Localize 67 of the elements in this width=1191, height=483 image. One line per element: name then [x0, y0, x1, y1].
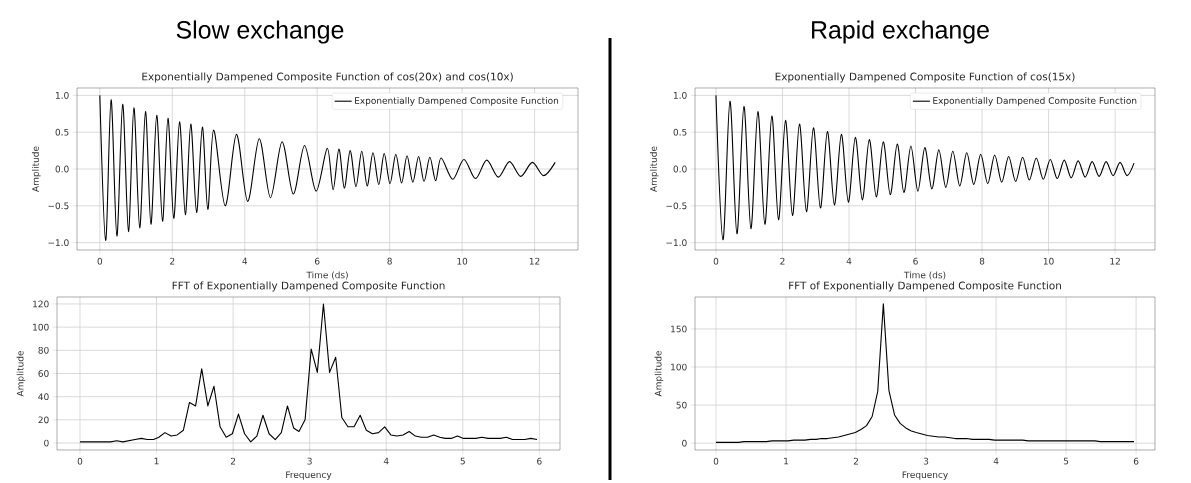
x-tick-label: 6	[1133, 457, 1139, 465]
x-axis-title: Frequency	[902, 471, 948, 480]
y-tick-label: −0.5	[666, 202, 687, 210]
y-tick-label: 150	[671, 325, 687, 333]
x-tick-label: 3	[923, 457, 929, 465]
y-tick-label: 100	[33, 323, 49, 331]
x-tick-label: 10	[457, 257, 468, 265]
chart-title: FFT of Exponentially Dampened Composite Function	[789, 281, 1061, 292]
y-tick-label: 60	[38, 370, 49, 377]
x-tick-label: 5	[1063, 457, 1069, 465]
x-tick-label: 2	[853, 457, 858, 465]
x-tick-label: 1	[154, 457, 159, 465]
y-tick-label: 100	[671, 363, 687, 371]
legend-label: Exponentially Dampened Composite Function	[933, 97, 1137, 106]
y-axis-title: Amplitude	[649, 146, 659, 192]
x-tick-label: 4	[383, 457, 389, 465]
y-tick-label: 0.5	[55, 128, 69, 136]
y-tick-label: −1.0	[666, 239, 687, 246]
y-axis-title: Amplitude	[654, 350, 664, 397]
y-tick-label: 1.0	[673, 91, 687, 99]
x-tick-label: 3	[307, 457, 312, 465]
y-tick-label: 50	[676, 401, 687, 409]
chart-title: Exponentially Dampened Composite Function of cos(15x)	[775, 72, 1075, 83]
x-tick-label: 4	[242, 257, 248, 265]
x-tick-label: 12	[529, 257, 540, 265]
x-tick-label: 6	[537, 457, 542, 465]
x-tick-label: 2	[780, 257, 785, 265]
x-tick-label: 1	[784, 457, 789, 465]
x-tick-label: 6	[913, 257, 918, 265]
y-tick-label: 0.5	[673, 128, 687, 136]
x-tick-label: 12	[1110, 257, 1120, 265]
x-tick-label: 0	[97, 257, 103, 265]
x-axis-title: Time (ds)	[306, 271, 348, 280]
y-axis-title: Amplitude	[16, 350, 26, 397]
text: Slow exchange	[176, 20, 344, 44]
y-tick-label: 40	[38, 393, 49, 401]
y-tick-label: −0.5	[48, 202, 69, 210]
line-series	[99, 94, 556, 241]
x-tick-label: 6	[314, 257, 320, 265]
x-tick-label: 8	[387, 257, 392, 265]
x-tick-label: 4	[993, 457, 999, 465]
x-tick-label: 8	[979, 257, 985, 265]
x-tick-label: 2	[170, 257, 175, 265]
chart-title: FFT of Exponentially Dampened Composite Function	[172, 281, 445, 292]
y-tick-label: 0	[682, 439, 687, 447]
text: Rapid exchange	[812, 20, 989, 44]
y-tick-label: 80	[38, 346, 49, 354]
y-tick-label: 0	[44, 439, 49, 447]
x-tick-label: 4	[846, 257, 852, 265]
y-tick-label: 0.0	[55, 165, 69, 173]
y-axis-title: Amplitude	[31, 146, 41, 192]
x-tick-label: 5	[460, 457, 465, 465]
x-tick-label: 0	[713, 257, 719, 265]
y-tick-label: 20	[38, 416, 49, 424]
x-tick-label: 2	[230, 457, 236, 465]
legend-label: Exponentially Dampened Composite Function	[355, 97, 559, 106]
x-tick-label: 0	[713, 457, 719, 465]
y-tick-label: −1.0	[48, 239, 69, 246]
x-tick-label: 0	[77, 457, 83, 465]
x-axis-title: Frequency	[286, 471, 332, 480]
x-tick-label: 10	[1043, 257, 1054, 265]
y-tick-label: 120	[33, 300, 49, 308]
y-tick-label: 1.0	[55, 91, 69, 99]
line-series	[715, 94, 1135, 241]
y-tick-label: 0.0	[673, 165, 687, 173]
x-axis-title: Time (ds)	[903, 271, 946, 280]
chart-title: Exponentially Dampened Composite Function of cos(20x) and cos(10x)	[142, 72, 513, 83]
